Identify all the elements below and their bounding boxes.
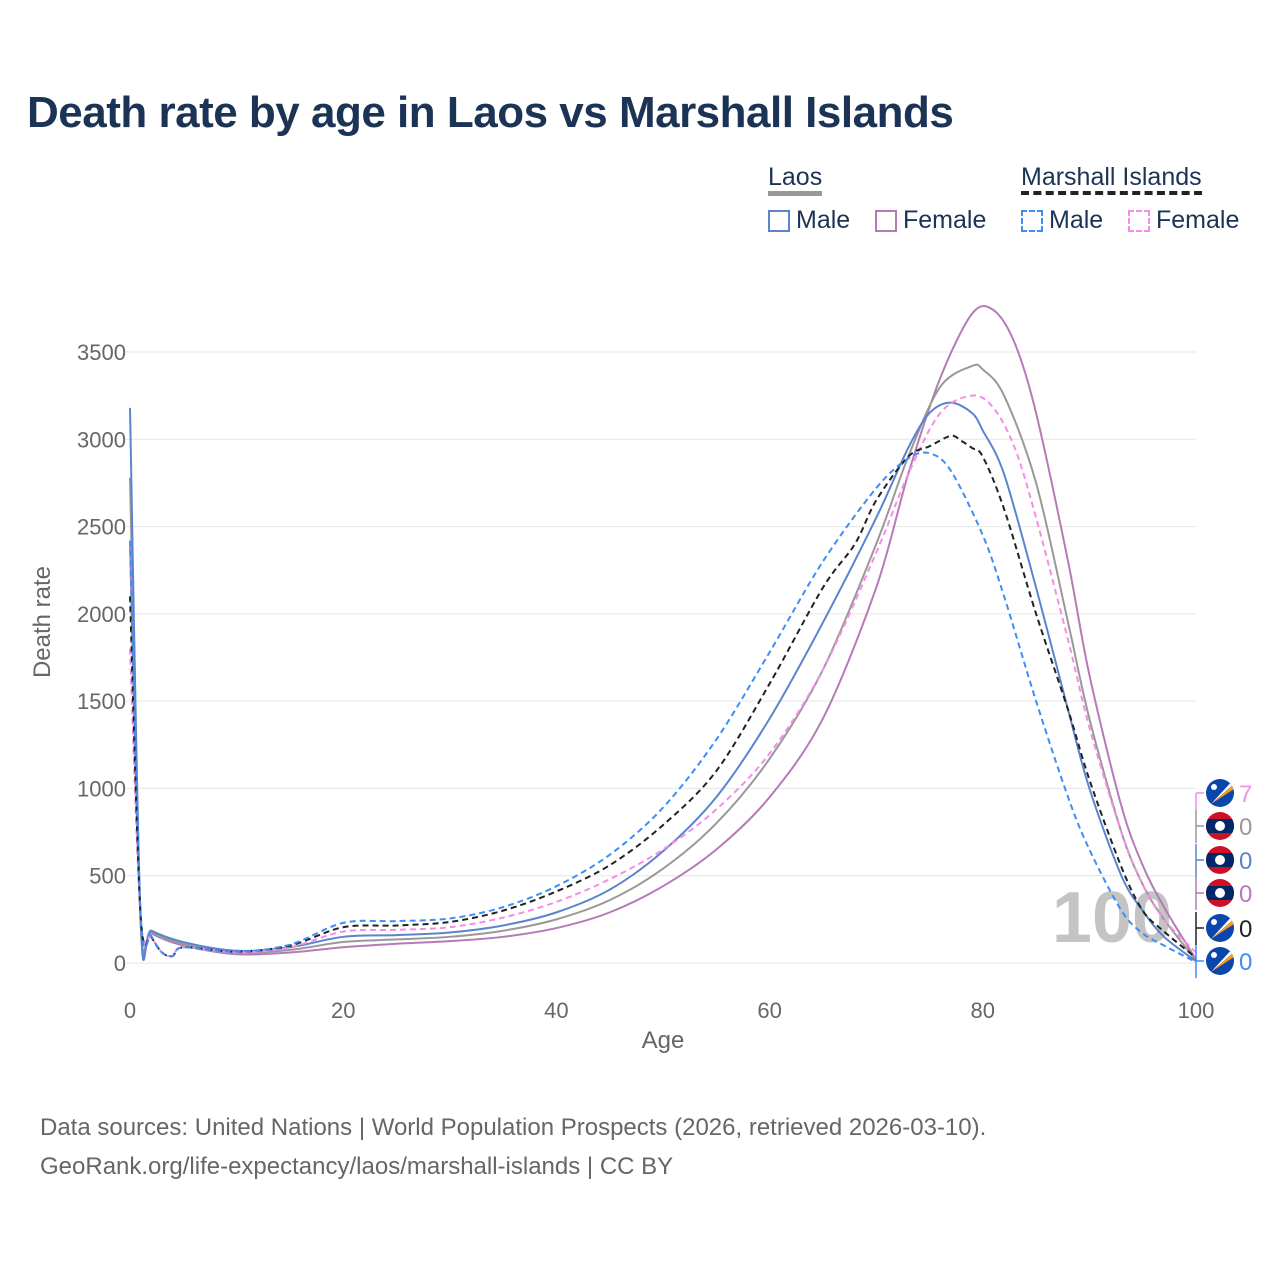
- x-tick-label: 100: [1178, 998, 1215, 1023]
- marshall-islands-flag-icon: [1206, 779, 1234, 807]
- legend-swatch: [875, 209, 897, 232]
- legend-item-mi-male[interactable]: Male: [1021, 206, 1103, 235]
- y-tick-label: 0: [114, 951, 126, 976]
- marshall-islands-flag-icon: [1206, 914, 1234, 942]
- legend-group-title[interactable]: Marshall Islands: [1021, 163, 1202, 195]
- legend-item-laos-male[interactable]: Male: [768, 206, 850, 235]
- series-line-marshall-islands-female: [129, 394, 1197, 958]
- y-tick-label: 3500: [77, 340, 126, 365]
- end-value-label: 0: [1239, 814, 1252, 841]
- end-value-label: 0: [1239, 916, 1252, 943]
- source-line-1: Data sources: United Nations | World Pop…: [40, 1114, 987, 1141]
- y-axis-label: Death rate: [29, 566, 56, 678]
- end-value-label: 0: [1239, 949, 1252, 976]
- x-axis-label: Age: [642, 1027, 685, 1054]
- marshall-islands-flag-icon: [1206, 947, 1234, 975]
- flag-stripe-white: [1211, 914, 1234, 939]
- flag-field: [1206, 914, 1234, 942]
- y-tick-label: 1500: [77, 689, 126, 714]
- x-tick-label: 40: [544, 998, 568, 1023]
- flag-stripe-white: [1211, 779, 1234, 804]
- flag-star: [1211, 952, 1217, 958]
- end-value-label: 0: [1239, 881, 1252, 908]
- y-tick-label: 1000: [77, 776, 126, 801]
- legend-label: Male: [1049, 206, 1104, 234]
- x-tick-label: 60: [757, 998, 781, 1023]
- legend-swatch: [768, 209, 790, 232]
- legend-label: Female: [903, 206, 987, 234]
- series-line-marshall-islands-male: [129, 451, 1197, 964]
- flag-star: [1211, 784, 1217, 790]
- flag-disc: [1215, 855, 1225, 865]
- flag-star: [1211, 919, 1217, 925]
- y-tick-label: 2000: [77, 602, 126, 627]
- laos-flag-icon: [1206, 846, 1234, 874]
- end-value-label: 7: [1239, 781, 1252, 808]
- legend-label: Female: [1156, 206, 1240, 234]
- flag-stripe-white: [1211, 947, 1234, 972]
- x-tick-label: 20: [331, 998, 355, 1023]
- source-line-2[interactable]: GeoRank.org/life-expectancy/laos/marshal…: [40, 1153, 674, 1180]
- series-line-laos-female: [129, 304, 1197, 961]
- y-tick-label: 2500: [77, 515, 126, 540]
- y-tick-label: 3000: [77, 427, 126, 452]
- legend-swatch: [1021, 209, 1043, 232]
- y-tick-label: 500: [89, 864, 126, 889]
- legend-swatch: [1128, 209, 1150, 232]
- laos-flag-icon: [1206, 812, 1234, 840]
- legend-item-laos-female[interactable]: Female: [875, 206, 986, 235]
- flag-disc: [1215, 888, 1225, 898]
- flag-stripe-orange: [1211, 919, 1234, 939]
- legend-item-mi-female[interactable]: Female: [1128, 206, 1239, 235]
- flag-field: [1206, 947, 1234, 975]
- chart-title: Death rate by age in Laos vs Marshall Is…: [27, 88, 954, 137]
- series-line-laos: [129, 363, 1197, 961]
- flag-field: [1206, 779, 1234, 807]
- x-tick-label: 0: [124, 998, 136, 1023]
- hover-age-label: 100: [1052, 878, 1172, 958]
- legend-label: Male: [796, 206, 851, 234]
- flag-disc: [1215, 821, 1225, 831]
- series-line-marshall-islands: [129, 434, 1197, 959]
- legend-group-title[interactable]: Laos: [768, 163, 823, 196]
- laos-flag-icon: [1206, 879, 1234, 907]
- source-note: Data sources: United Nations | World Pop…: [40, 1108, 986, 1186]
- flag-stripe-orange: [1211, 952, 1234, 972]
- x-tick-label: 80: [971, 998, 995, 1023]
- flag-stripe-orange: [1211, 784, 1234, 804]
- end-value-label: 0: [1239, 848, 1252, 875]
